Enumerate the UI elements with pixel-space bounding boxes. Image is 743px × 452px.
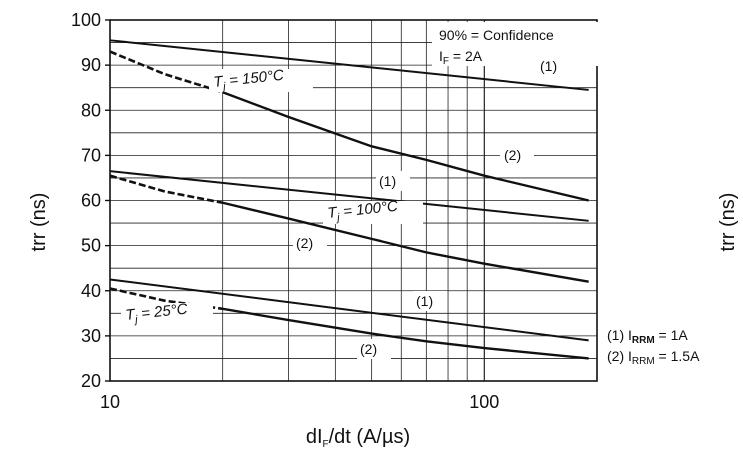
curve-label-150-2: (2) [504, 147, 521, 163]
series-150-2-dashed [109, 50, 224, 94]
series-100-2-dashed [109, 174, 223, 205]
grid [110, 20, 597, 381]
tj25-label-bg [121, 303, 213, 326]
tj150-label-bg [209, 69, 313, 92]
series-150-1 [109, 39, 589, 91]
curve-label-25-2: (2) [360, 341, 377, 357]
curve-label-bg-4 [293, 233, 327, 253]
confidence-annotation: 90% = Confidence [439, 27, 554, 43]
series-25-2 [222, 307, 589, 360]
curve-label-25-1: (1) [416, 293, 433, 309]
x-tick-label: 10 [100, 392, 120, 412]
curve-label-bg-1 [537, 56, 571, 76]
legend-entry-2: (2) IRRM = 1.5A [607, 348, 700, 367]
y-tick-label: 100 [71, 10, 101, 30]
tj25-label: Tj = 25°C [125, 301, 189, 327]
y-tick-label: 80 [81, 100, 101, 120]
series-100-1 [109, 170, 589, 222]
curve-label-bg-5 [413, 291, 447, 311]
y-axis-title: trr (ns) [28, 193, 50, 252]
curve-label-bg-2 [500, 145, 534, 165]
tj100-label-bg [323, 201, 423, 224]
curve-label-100-1: (1) [379, 173, 396, 189]
annotation-bg [432, 22, 600, 66]
x-axis-title: dIF/dt (A/µs) [306, 426, 410, 450]
y-tick-label: 60 [81, 191, 101, 211]
series-25-1 [109, 278, 589, 342]
y-tick-label: 70 [81, 145, 101, 165]
tj100-label: Tj = 100°C [327, 198, 399, 225]
x-tick-labels: 10 100 [100, 392, 499, 412]
y-tick-label: 90 [81, 55, 101, 75]
if-annotation: IF = 2A [439, 48, 483, 67]
legend-entry-1: (1) IRRM = 1A [607, 327, 688, 346]
tj150-label: Tj = 150°C [213, 67, 285, 94]
series-100-2 [222, 201, 589, 283]
y-tick-label: 50 [81, 236, 101, 256]
y-axis-title-right: trr (ns) [717, 193, 739, 252]
y-tick-label: 40 [81, 281, 101, 301]
curve-label-bg-3 [376, 171, 410, 191]
x-tick-label: 100 [469, 392, 499, 412]
y-tick-label: 20 [81, 371, 101, 391]
y-tick-labels: 20 30 40 50 60 70 80 90 100 [71, 10, 110, 391]
series-150-2 [222, 91, 589, 202]
curve-label-150-1: (1) [540, 58, 557, 74]
curve-label-100-2: (2) [296, 235, 313, 251]
curve-label-bg-6 [357, 339, 391, 359]
y-tick-label: 30 [81, 326, 101, 346]
